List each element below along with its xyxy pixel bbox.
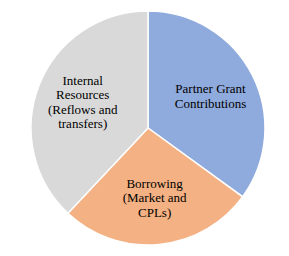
slices: [31, 11, 265, 245]
slice-label: Borrowing(Market andCPLs): [123, 176, 187, 220]
slice-label: Partner GrantContributions: [175, 81, 247, 111]
labels: Partner GrantContributions Borrowing(Mark…: [48, 73, 246, 220]
slice-label: InternalResources(Reflows andtransfers): [48, 73, 118, 132]
chart: Partner GrantContributions Borrowing(Mark…: [0, 0, 289, 256]
